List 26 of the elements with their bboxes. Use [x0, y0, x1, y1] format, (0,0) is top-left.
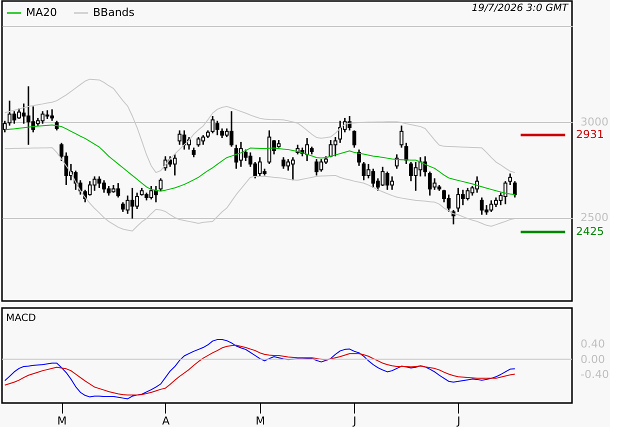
- x-tick-label: M: [256, 414, 266, 428]
- x-tick-label: M: [57, 414, 67, 428]
- x-tick-label: J: [352, 414, 356, 428]
- text: MACD: [6, 313, 36, 324]
- candlestick: [508, 172, 512, 186]
- x-tick-label: J: [456, 414, 460, 428]
- candlestick: [357, 148, 361, 167]
- candlestick: [192, 146, 196, 158]
- candlestick: [352, 130, 356, 148]
- candlestick: [503, 180, 508, 205]
- candlestick: [400, 124, 404, 148]
- legend-label: MA20: [26, 6, 58, 19]
- legend-label: BBands: [93, 6, 135, 19]
- x-tick-label: A: [162, 414, 170, 428]
- y-tick-label: 2500: [580, 211, 608, 224]
- y-tick-label: 0.40: [580, 338, 605, 351]
- y-tick-label: 0.00: [580, 352, 605, 366]
- candlestick: [158, 178, 163, 192]
- y-tick-label: -0.40: [580, 368, 609, 381]
- candlestick: [333, 136, 338, 158]
- annotation: 19/7/2026 3:0 GMT: [472, 3, 569, 14]
- candlestick: [290, 156, 295, 181]
- candlestick: [512, 180, 517, 198]
- y-tick-label: 3000: [580, 115, 608, 128]
- ref-line-label: 2931: [576, 128, 604, 141]
- ref-line-label: 2425: [576, 224, 604, 238]
